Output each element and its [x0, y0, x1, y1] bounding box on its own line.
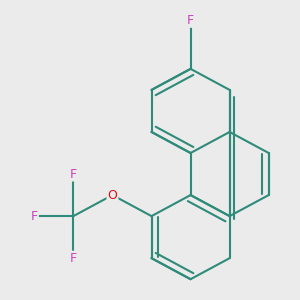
- Text: F: F: [31, 210, 38, 223]
- Text: O: O: [107, 189, 117, 202]
- Text: F: F: [187, 14, 194, 27]
- Text: F: F: [70, 167, 77, 181]
- Text: F: F: [70, 252, 77, 265]
